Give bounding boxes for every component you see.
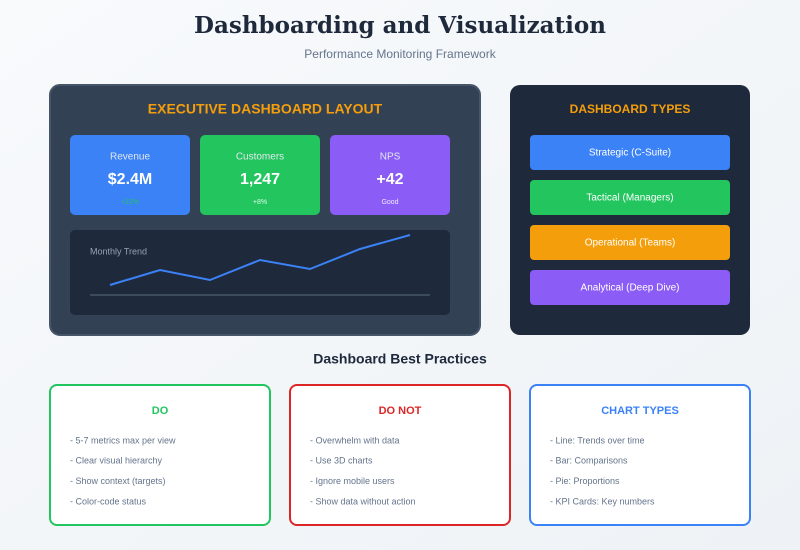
trend-label: Monthly Trend — [90, 246, 147, 256]
practice-heading: DO NOT — [379, 405, 422, 417]
practice-card — [529, 384, 751, 526]
trend-box — [70, 230, 450, 315]
practice-item: - 5-7 metrics max per view — [70, 435, 176, 445]
kpi-note: +8% — [253, 199, 267, 206]
executive-title: EXECUTIVE DASHBOARD LAYOUT — [148, 101, 383, 117]
type-item — [530, 270, 730, 305]
practice-item: - Use 3D charts — [310, 456, 373, 466]
title: Dashboarding and Visualization — [194, 12, 606, 39]
type-item — [530, 135, 730, 170]
practice-item: - Pie: Proportions — [550, 476, 620, 486]
type-item — [530, 180, 730, 215]
type-label: Tactical (Managers) — [586, 193, 673, 204]
subtitle: Performance Monitoring Framework — [304, 47, 496, 61]
practice-item: - Color-code status — [70, 496, 147, 506]
practice-item: - Line: Trends over time — [550, 435, 645, 445]
practice-card — [289, 384, 511, 526]
practice-item: - Ignore mobile users — [310, 476, 395, 486]
practice-item: - Bar: Comparisons — [550, 456, 628, 466]
kpi-value: 1,247 — [240, 171, 280, 188]
practices-title: Dashboard Best Practices — [313, 351, 487, 367]
kpi-card — [200, 135, 320, 215]
practice-item: - Show data without action — [310, 496, 416, 506]
kpi-card — [330, 135, 450, 215]
kpi-label: NPS — [380, 152, 401, 163]
type-item — [530, 225, 730, 260]
kpi-note: +12% — [121, 199, 139, 206]
kpi-label: Customers — [236, 152, 284, 163]
practice-item: - Clear visual hierarchy — [70, 456, 163, 466]
kpi-cards: Revenue $2.4M +12% Customers 1,247 +8% NPS +42 G… — [70, 135, 450, 215]
kpi-value: +42 — [376, 171, 403, 188]
practice-heading: CHART TYPES — [601, 405, 679, 417]
kpi-value: $2.4M — [108, 171, 152, 188]
kpi-label: Revenue — [110, 152, 150, 163]
practice-item: - KPI Cards: Key numbers — [550, 496, 655, 506]
practice-heading: DO — [152, 405, 169, 417]
type-label: Analytical (Deep Dive) — [581, 283, 680, 294]
kpi-note: Good — [381, 199, 398, 206]
practice-item: - Overwhelm with data — [310, 435, 400, 445]
type-label: Strategic (C-Suite) — [589, 148, 671, 159]
practice-card — [49, 384, 271, 526]
type-label: Operational (Teams) — [585, 238, 676, 249]
practice-cards: DO - 5-7 metrics max per view - Clear visu… — [49, 384, 751, 526]
type-list: Strategic (C-Suite) Tactical (Managers) Op… — [530, 135, 730, 305]
kpi-card — [70, 135, 190, 215]
practice-item: - Show context (targets) — [70, 476, 166, 486]
trend-line — [109, 234, 411, 286]
types-title: DASHBOARD TYPES — [570, 102, 691, 116]
